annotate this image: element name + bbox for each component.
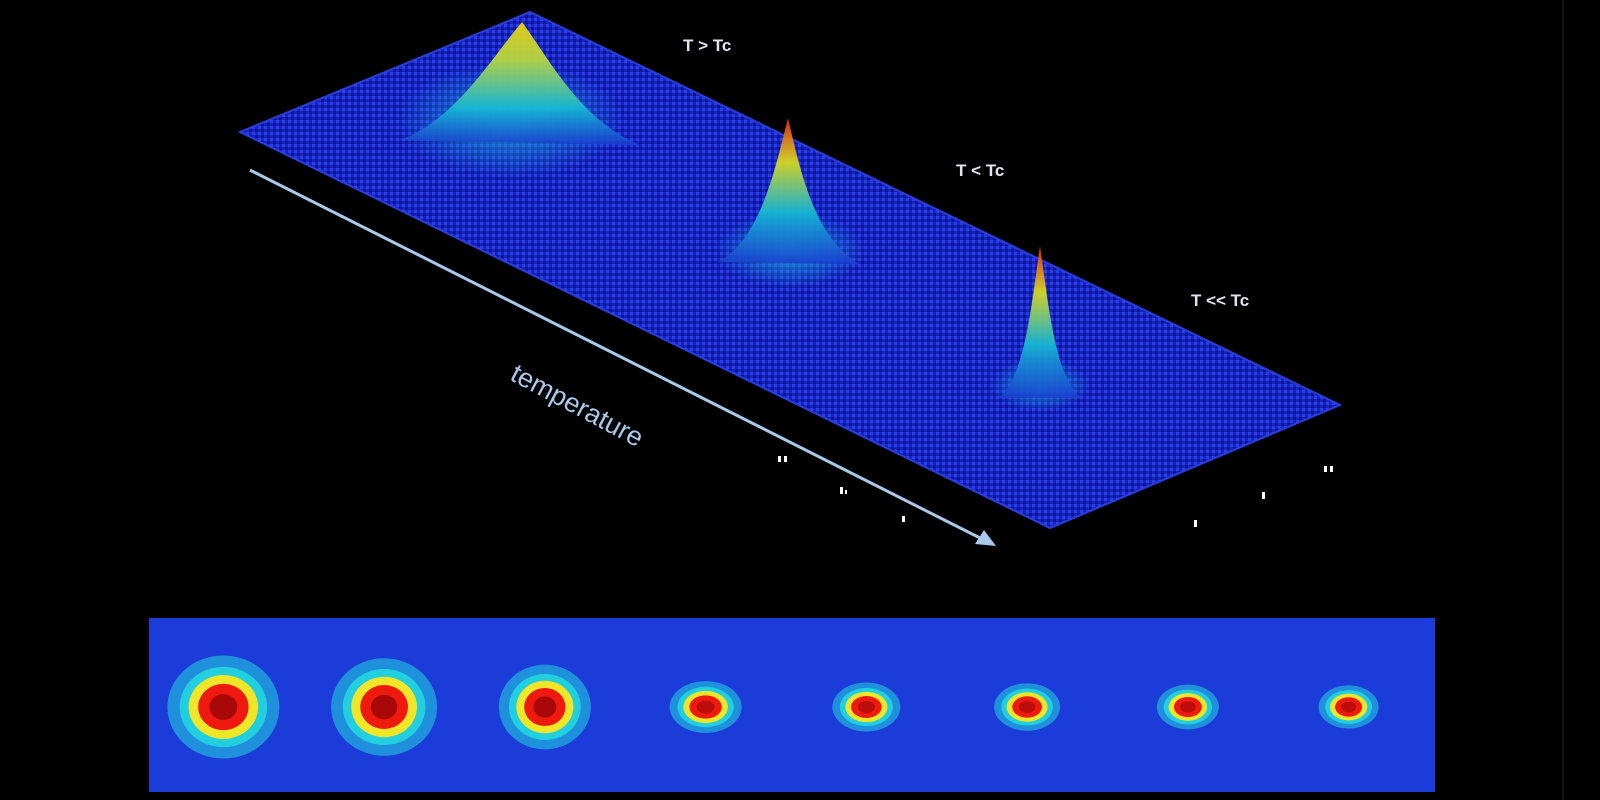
absorption-image-1	[167, 655, 280, 759]
absorption-image-7	[1156, 684, 1219, 730]
temperature-arrowhead	[975, 530, 996, 546]
absorption-image-3	[498, 664, 591, 750]
absorption-image-8	[1318, 685, 1379, 729]
peak-3	[998, 246, 1082, 398]
temperature-arrow	[249, 168, 989, 544]
absorption-image-strip	[149, 618, 1435, 792]
peak-label-far-below-tc: T << Tc	[1191, 291, 1250, 310]
absorption-image-6	[994, 683, 1061, 731]
peak-label-below-tc: T < Tc	[956, 161, 1005, 180]
absorption-image-4	[669, 681, 742, 733]
absorption-image-2	[331, 658, 438, 756]
absorption-images	[167, 655, 1379, 759]
peak-label-above-tc: T > Tc	[683, 36, 732, 55]
peak-2	[718, 118, 860, 264]
right-edge-divider	[1562, 0, 1564, 800]
absorption-image-5	[832, 682, 901, 732]
peak-1	[400, 22, 640, 145]
surface-plot	[237, 10, 1343, 546]
axis-tick-marks	[778, 456, 1333, 527]
